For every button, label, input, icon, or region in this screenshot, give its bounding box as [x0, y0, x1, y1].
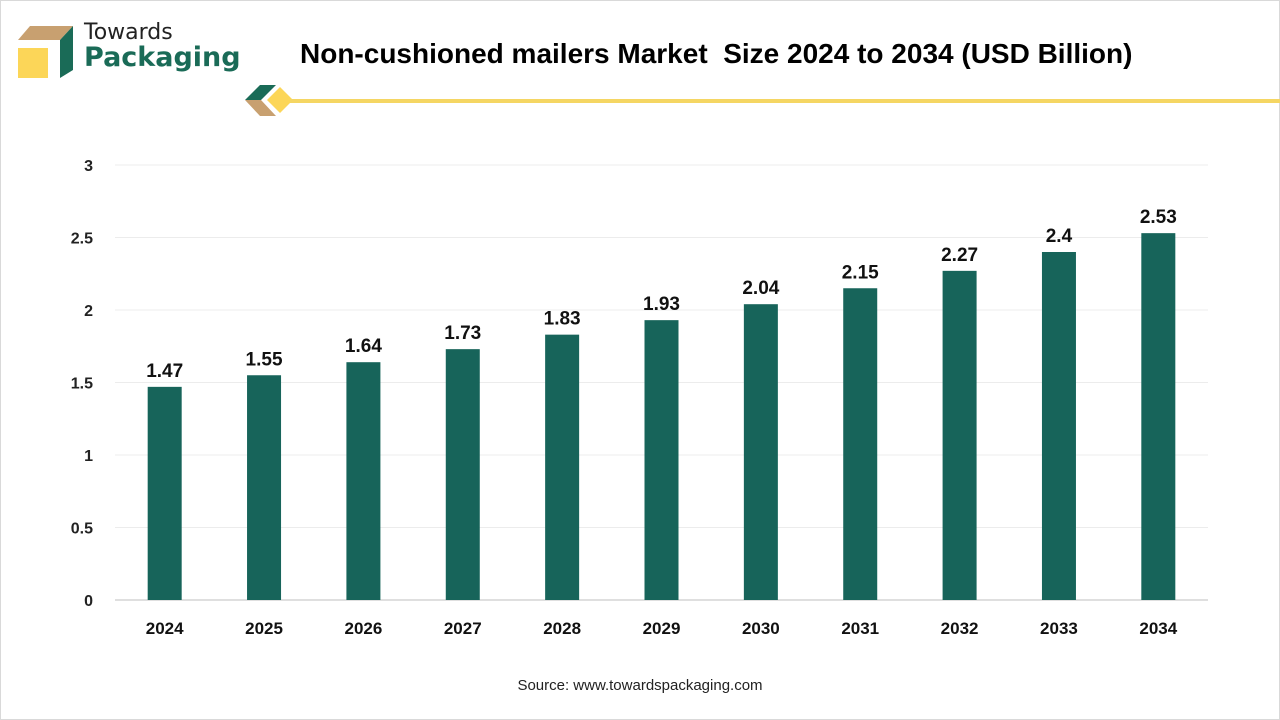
towards-packaging-logo-icon: [18, 26, 73, 78]
bar-2033: [1041, 252, 1076, 600]
y-tick-label: 2.5: [71, 231, 93, 248]
x-tick-label: 2032: [941, 619, 979, 638]
x-tick-label: 2028: [543, 619, 581, 638]
y-tick-label: 3: [84, 158, 93, 175]
bar-2029: [644, 320, 679, 600]
bar-2025: [247, 375, 282, 600]
bar-2030: [743, 304, 778, 600]
data-label: 1.73: [444, 323, 481, 344]
x-tick-label: 2024: [146, 619, 184, 638]
bar-2024: [147, 386, 182, 600]
y-tick-label: 1: [84, 448, 93, 465]
x-tick-label: 2030: [742, 619, 780, 638]
data-label: 1.47: [146, 361, 183, 382]
data-label: 1.93: [643, 294, 680, 315]
bar-2026: [346, 362, 381, 600]
y-tick-label: 0.5: [71, 521, 93, 538]
data-label: 2.4: [1046, 226, 1073, 247]
logo-text-packaging: Packaging: [84, 42, 241, 73]
bar-2034: [1141, 233, 1176, 600]
bar-2027: [445, 349, 480, 600]
data-label: 2.04: [742, 278, 779, 299]
y-tick-label: 1.5: [71, 376, 93, 393]
x-tick-label: 2026: [344, 619, 382, 638]
logo-text-towards: Towards: [84, 20, 173, 45]
x-tick-label: 2031: [841, 619, 879, 638]
source-note: Source: www.towardspackaging.com: [517, 677, 763, 694]
y-tick-label: 0: [84, 593, 93, 610]
y-tick-label: 2: [84, 303, 93, 320]
data-label: 2.15: [842, 262, 879, 283]
data-label: 1.83: [544, 309, 581, 330]
data-label: 2.27: [941, 245, 978, 266]
data-label: 2.53: [1140, 207, 1177, 228]
x-tick-label: 2027: [444, 619, 482, 638]
chart-title: Non-cushioned mailers Market Size 2024 t…: [300, 38, 1133, 69]
x-tick-label: 2029: [643, 619, 681, 638]
title-accent-decoration: [245, 85, 1280, 116]
x-tick-label: 2025: [245, 619, 283, 638]
bar-2031: [843, 288, 878, 600]
x-tick-label: 2034: [1139, 619, 1177, 638]
data-label: 1.55: [246, 349, 283, 370]
x-tick-label: 2033: [1040, 619, 1078, 638]
bar-2028: [545, 334, 580, 600]
data-label: 1.64: [345, 336, 382, 357]
bar-2032: [942, 270, 977, 600]
